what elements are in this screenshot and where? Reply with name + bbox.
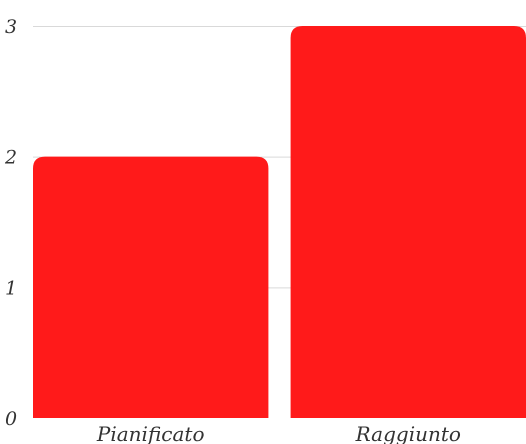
y-tick-label: 3 — [5, 16, 17, 38]
x-category-label: Raggiunto — [355, 422, 461, 444]
y-tick-label: 0 — [5, 408, 17, 430]
bar-pianificato — [33, 156, 269, 418]
x-axis-category-labels: Pianificato Raggiunto — [96, 422, 461, 444]
x-category-label: Pianificato — [96, 422, 205, 444]
y-axis-tick-labels: 0 1 2 3 — [4, 16, 17, 430]
y-tick-label: 2 — [4, 147, 17, 169]
y-tick-label: 1 — [5, 277, 17, 299]
bar-raggiunto — [290, 26, 526, 418]
bars — [33, 26, 526, 418]
